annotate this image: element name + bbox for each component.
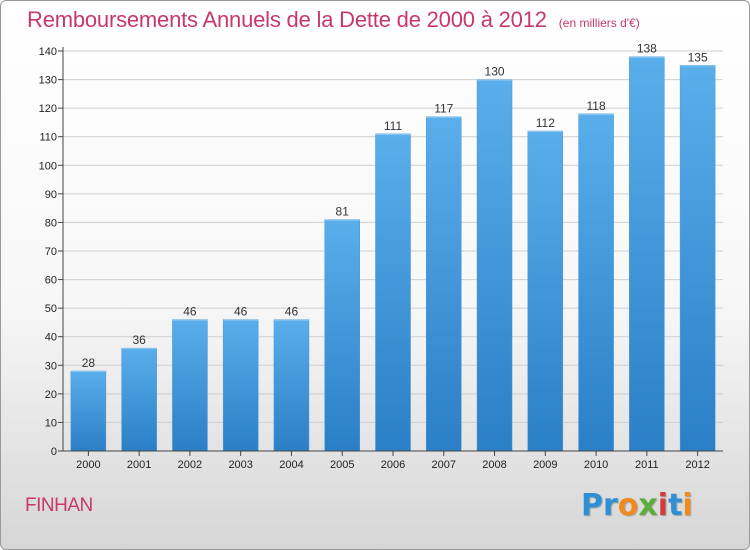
- bar-2010: [578, 113, 614, 452]
- y-tick-label: 90: [45, 189, 57, 201]
- data-label-2009: 112: [536, 116, 555, 130]
- bar-2009: [527, 130, 564, 452]
- y-tick-label: 30: [45, 360, 57, 372]
- x-tick-label-2001: 2001: [127, 459, 151, 471]
- commune-name: FINHAN: [25, 495, 93, 516]
- bar-2007: [426, 116, 462, 452]
- x-tick-label-2008: 2008: [482, 459, 506, 471]
- labels-layer: 0 10 20 30 40 50 60 70 80 90 100 110 120 130 140 2000 28…: [39, 42, 710, 471]
- data-label-2011: 138: [637, 42, 657, 56]
- data-label-2008: 130: [485, 65, 505, 79]
- bars-layer: [70, 56, 716, 452]
- logo-letter: i: [682, 488, 693, 523]
- x-tick-label-2002: 2002: [178, 459, 202, 471]
- data-label-2002: 46: [183, 305, 197, 319]
- data-label-2003: 46: [234, 305, 248, 319]
- y-tick-label: 60: [45, 275, 57, 287]
- bar-2006: [375, 133, 411, 452]
- bar-2002: [172, 319, 208, 452]
- logo-letter: i: [657, 488, 669, 523]
- proxiti-logo: Proxiti: [581, 488, 693, 523]
- data-label-2006: 111: [384, 119, 403, 133]
- data-label-2001: 36: [132, 333, 146, 347]
- y-tick-label: 50: [45, 303, 57, 315]
- data-label-2005: 81: [336, 205, 350, 219]
- logo-letter: r: [603, 488, 618, 523]
- y-tick-label: 140: [39, 46, 57, 58]
- x-tick-label-2006: 2006: [381, 459, 405, 471]
- data-label-2010: 118: [587, 99, 606, 113]
- x-tick-label-2004: 2004: [279, 459, 303, 471]
- data-label-2007: 117: [434, 102, 453, 116]
- bar-2011: [629, 56, 665, 452]
- bar-2001: [121, 347, 157, 452]
- chart-title: Remboursements Annuels de la Dette de 20…: [27, 7, 547, 32]
- y-tick-label: 70: [45, 246, 57, 258]
- logo-letter: o: [617, 488, 639, 523]
- y-tick-label: 20: [45, 389, 57, 401]
- y-tick-label: 80: [45, 217, 57, 229]
- chart-subtitle: (en milliers d'€): [558, 16, 640, 30]
- x-tick-label-2000: 2000: [76, 459, 100, 471]
- logo-letter: x: [638, 488, 658, 523]
- x-tick-label-2007: 2007: [432, 459, 456, 471]
- x-tick-label-2011: 2011: [635, 459, 659, 471]
- bar-2012: [679, 65, 716, 452]
- y-tick-label: 130: [39, 75, 57, 87]
- y-tick-label: 100: [39, 160, 57, 172]
- logo-letter: t: [668, 488, 683, 523]
- y-tick-label: 110: [39, 132, 57, 144]
- y-tick-label: 10: [45, 417, 57, 429]
- axis-layer: [58, 47, 723, 456]
- bar-2005: [324, 219, 360, 452]
- logo-letter: P: [581, 488, 603, 523]
- title-line: Remboursements Annuels de la Dette de 20…: [27, 7, 640, 33]
- bar-2008: [476, 79, 513, 452]
- bar-2004: [273, 319, 310, 452]
- data-label-2000: 28: [82, 356, 96, 370]
- y-tick-label: 120: [39, 103, 57, 115]
- x-tick-label-2009: 2009: [533, 459, 557, 471]
- bar-2000: [70, 370, 107, 452]
- y-tick-label: 0: [51, 446, 57, 458]
- x-tick-label-2005: 2005: [330, 459, 354, 471]
- data-label-2004: 46: [285, 305, 299, 319]
- data-label-2012: 135: [688, 50, 708, 64]
- y-tick-label: 40: [45, 332, 57, 344]
- x-tick-label-2012: 2012: [685, 459, 709, 471]
- bar-2003: [222, 319, 259, 452]
- x-tick-label-2010: 2010: [584, 459, 608, 471]
- x-tick-label-2003: 2003: [228, 459, 252, 471]
